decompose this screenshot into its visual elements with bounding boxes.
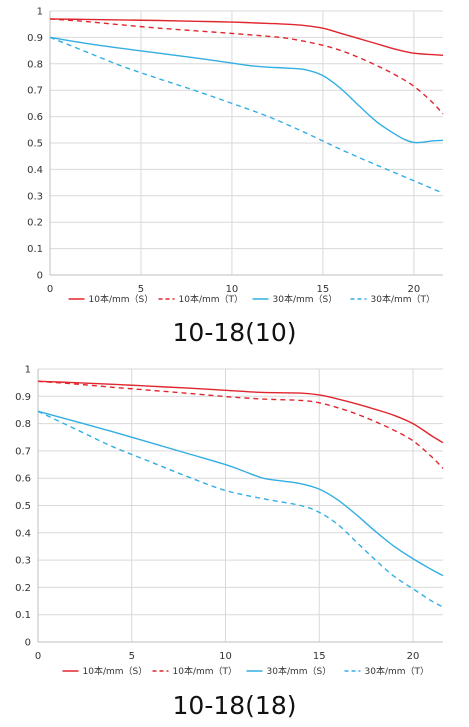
legend-label: 30本/mm（T） — [365, 665, 430, 677]
legend-label: 10本/mm（T） — [179, 293, 244, 305]
y-tick-label: 0.4 — [27, 165, 43, 176]
y-tick-label: 0 — [25, 638, 31, 649]
mtf-chart-bottom: 00.10.20.30.40.50.60.70.80.910 5 10 15 2010本… — [15, 365, 444, 677]
legend-item: 30本/mm（S） — [246, 665, 332, 677]
y-tick-label: 0 — [37, 271, 43, 282]
legend-label: 30本/mm（S） — [273, 293, 338, 305]
x-tick-label: 10 — [219, 651, 232, 662]
legend-item: 30本/mm（S） — [252, 293, 338, 305]
mtf-chart-panel-top: 0 0.1 0.2 0.3 0.4 0.5 0.6 0.7 0.8 0.9 1 0 5 10 15 20 10本… — [0, 0, 469, 363]
y-tick-label: 0.2 — [15, 583, 31, 594]
y-tick-label: 0.1 — [27, 244, 43, 255]
legend-label: 10本/mm（T） — [173, 665, 238, 677]
y-tick-label: 0.8 — [27, 59, 43, 70]
legend-item: 30本/mm（T） — [344, 665, 430, 677]
x-tick-label: 0 — [35, 651, 41, 662]
legend-label: 30本/mm（T） — [371, 293, 436, 305]
x-tick-label: 5 — [129, 651, 135, 662]
legend-item: 10本/mm（S） — [62, 665, 148, 677]
y-tick-label: 0.9 — [27, 33, 43, 44]
y-tick-label: 0.3 — [27, 191, 43, 202]
x-tick-label: 10 — [226, 284, 239, 295]
y-tick-label: 0.1 — [15, 610, 31, 621]
legend-label: 30本/mm（S） — [267, 665, 332, 677]
y-tick-label: 0.8 — [15, 419, 31, 430]
mtf-chart-top: 00.10.20.30.40.50.60.70.80.910 5 10 15 2010本… — [27, 7, 444, 305]
series-line — [49, 18, 444, 115]
series-line — [49, 36, 444, 194]
legend-item: 30本/mm（T） — [350, 293, 436, 305]
y-tick-label: 0.9 — [15, 392, 31, 403]
legend-item: 10本/mm（S） — [68, 293, 154, 305]
y-tick-label: 0.5 — [15, 501, 31, 512]
y-tick-label: 0.2 — [27, 218, 43, 229]
series-line — [37, 410, 444, 608]
x-tick-label: 5 — [138, 284, 144, 295]
x-tick-label: 15 — [313, 651, 326, 662]
x-tick-label: 15 — [317, 284, 330, 295]
legend-item: 10本/mm（T） — [158, 293, 244, 305]
series-line — [37, 380, 444, 469]
x-tick-label: 20 — [407, 651, 420, 662]
mtf-chart-panel-bottom: 0 0.1 0.2 0.3 0.4 0.5 0.6 0.7 0.8 0.9 1 0 5 10 15 20 10本… — [0, 363, 469, 727]
series-line — [49, 18, 444, 57]
y-tick-label: 0.6 — [27, 112, 43, 123]
y-tick-label: 1 — [37, 7, 43, 18]
y-tick-label: 0.3 — [15, 556, 31, 567]
chart-caption: 10-18(10) — [172, 318, 297, 347]
y-tick-label: 0.6 — [15, 474, 31, 485]
y-tick-label: 0.7 — [15, 446, 31, 457]
y-tick-label: 0.7 — [27, 86, 43, 97]
legend-label: 10本/mm（S） — [83, 665, 148, 677]
x-tick-label: 0 — [47, 284, 53, 295]
legend-item: 10本/mm（T） — [152, 665, 238, 677]
series-line — [37, 410, 444, 577]
y-tick-label: 0.4 — [15, 528, 31, 539]
chart-caption: 10-18(18) — [172, 691, 297, 720]
series-line — [37, 380, 444, 444]
x-tick-label: 20 — [408, 284, 421, 295]
y-tick-label: 1 — [25, 365, 31, 376]
y-tick-label: 0.5 — [27, 139, 43, 150]
series-line — [49, 36, 444, 144]
legend-label: 10本/mm（S） — [89, 293, 154, 305]
